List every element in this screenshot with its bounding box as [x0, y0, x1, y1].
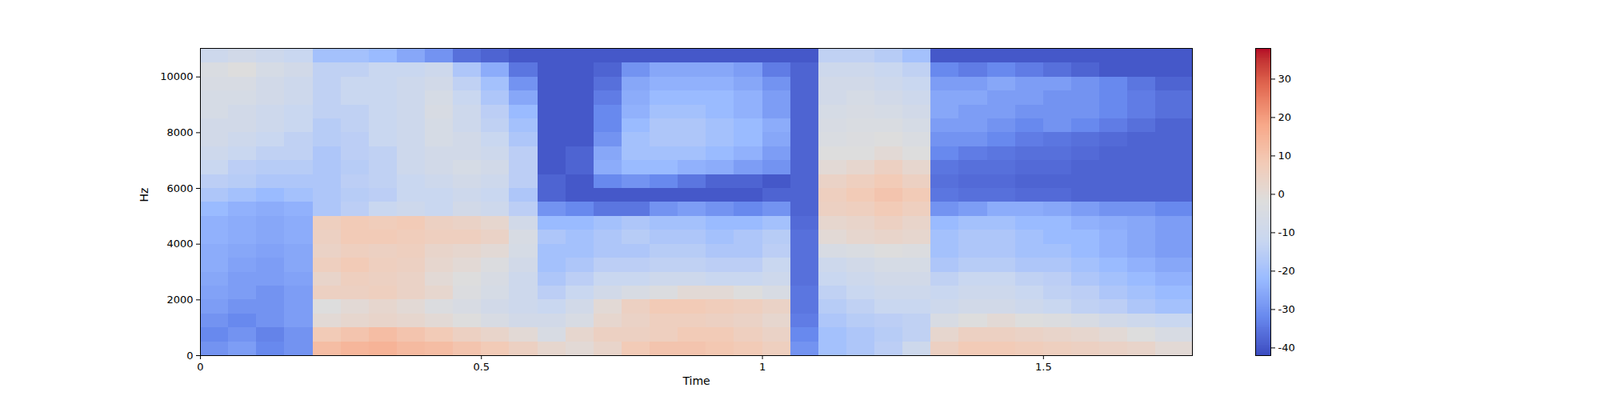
- svg-text:30: 30: [1278, 72, 1292, 85]
- svg-text:-10: -10: [1278, 226, 1296, 239]
- svg-text:0.5: 0.5: [472, 360, 490, 373]
- svg-text:10: 10: [1278, 149, 1292, 162]
- svg-text:-40: -40: [1278, 341, 1296, 354]
- svg-text:0: 0: [1278, 188, 1285, 200]
- svg-text:Time: Time: [681, 374, 710, 388]
- svg-text:1: 1: [759, 360, 766, 373]
- svg-text:6000: 6000: [166, 182, 193, 195]
- svg-text:0: 0: [196, 360, 204, 373]
- svg-text:-30: -30: [1278, 303, 1296, 316]
- svg-text:2000: 2000: [166, 293, 193, 306]
- svg-text:1.5: 1.5: [1035, 360, 1052, 373]
- svg-text:20: 20: [1278, 111, 1292, 124]
- svg-text:0: 0: [186, 349, 193, 362]
- svg-text:10000: 10000: [160, 70, 193, 83]
- svg-text:Hz: Hz: [137, 188, 151, 203]
- svg-text:-20: -20: [1278, 264, 1296, 277]
- svg-text:4000: 4000: [166, 237, 193, 250]
- svg-text:8000: 8000: [166, 126, 193, 139]
